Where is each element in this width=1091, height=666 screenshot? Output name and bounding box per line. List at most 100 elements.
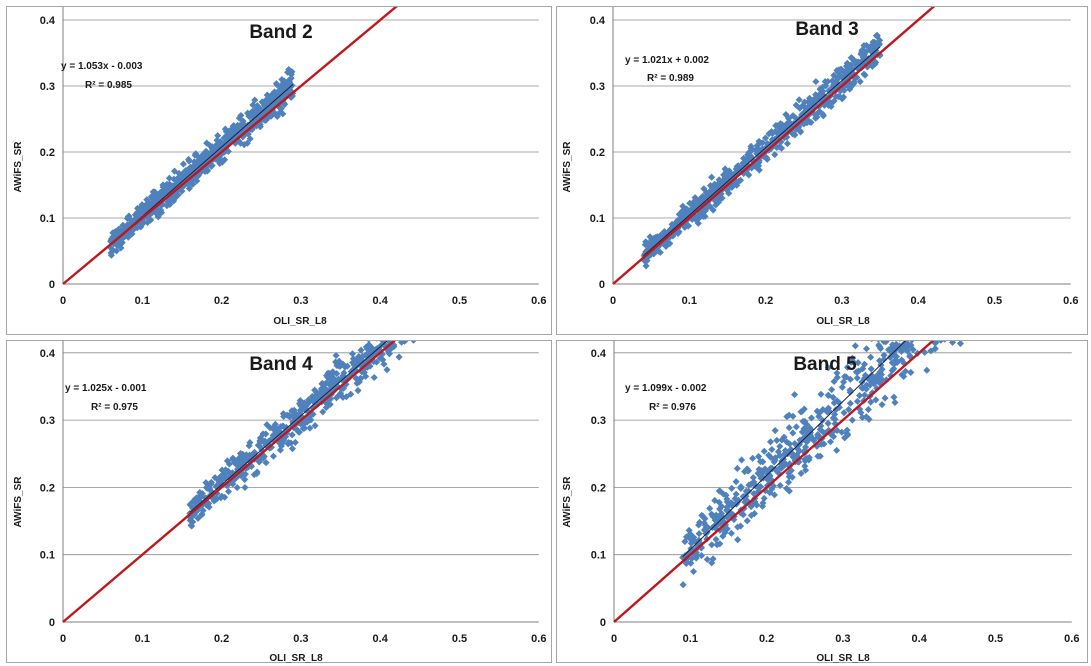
x-tick-label: 0.2 bbox=[214, 295, 229, 307]
data-point bbox=[322, 403, 330, 412]
scatter-chart: 00.10.20.30.40.50.600.10.20.30.40.50.6Ba… bbox=[562, 7, 1078, 327]
data-point bbox=[768, 445, 776, 454]
data-point bbox=[187, 500, 195, 508]
one-to-one-line bbox=[62, 341, 396, 623]
regression-equation: y = 1.021x + 0.002 bbox=[625, 55, 709, 66]
y-axis-label: AWiFS_SR bbox=[562, 141, 573, 193]
data-point bbox=[869, 42, 877, 50]
data-point bbox=[204, 500, 212, 509]
data-point bbox=[151, 190, 159, 198]
data-point bbox=[147, 200, 155, 208]
regression-equation: y = 1.099x - 0.002 bbox=[625, 383, 707, 394]
data-point bbox=[711, 180, 719, 188]
data-point bbox=[686, 206, 694, 215]
data-point bbox=[274, 95, 283, 103]
data-point bbox=[800, 433, 808, 441]
x-axis-label: OLI_SR_L8 bbox=[816, 316, 870, 327]
data-point bbox=[171, 167, 179, 175]
panel-band-2: 00.10.20.30.40.50.600.10.20.30.40.50.6Ba… bbox=[6, 6, 552, 335]
data-point bbox=[766, 438, 775, 446]
one-to-one-line bbox=[62, 7, 398, 285]
data-point bbox=[753, 501, 761, 509]
data-point bbox=[286, 67, 294, 75]
data-point bbox=[812, 78, 820, 86]
data-point bbox=[890, 393, 898, 401]
x-tick-label: 0.3 bbox=[835, 633, 850, 645]
data-point bbox=[732, 478, 740, 486]
x-tick-label: 0 bbox=[610, 295, 616, 307]
x-tick-label: 0.4 bbox=[373, 295, 389, 307]
data-point bbox=[227, 470, 235, 478]
data-point bbox=[642, 262, 650, 270]
data-point bbox=[355, 353, 363, 361]
data-point bbox=[221, 125, 229, 133]
y-tick-label: 0.2 bbox=[591, 482, 606, 494]
data-point bbox=[263, 91, 271, 99]
data-point bbox=[202, 147, 210, 155]
y-tick-label: 0.2 bbox=[40, 482, 55, 494]
r-squared-label: R² = 0.976 bbox=[649, 402, 696, 413]
data-point bbox=[244, 121, 252, 129]
data-point bbox=[731, 495, 739, 503]
data-point bbox=[674, 229, 682, 237]
data-point bbox=[864, 405, 872, 414]
data-point bbox=[276, 446, 284, 454]
data-point bbox=[339, 360, 347, 368]
y-tick-label: 0.2 bbox=[40, 147, 55, 159]
data-point bbox=[288, 407, 296, 415]
y-tick-label: 0.3 bbox=[591, 415, 606, 427]
data-point bbox=[752, 146, 760, 154]
data-point bbox=[178, 187, 186, 195]
data-point bbox=[763, 155, 771, 163]
regression-equation: y = 1.025x - 0.001 bbox=[65, 383, 147, 394]
x-tick-label: 0.5 bbox=[452, 633, 467, 645]
data-point bbox=[282, 82, 290, 90]
data-point bbox=[261, 103, 269, 111]
data-point bbox=[770, 455, 778, 463]
data-point bbox=[379, 356, 387, 364]
data-point bbox=[868, 371, 876, 379]
data-point bbox=[785, 114, 793, 122]
x-tick-label: 0.4 bbox=[911, 295, 927, 307]
y-tick-label: 0.3 bbox=[40, 415, 55, 427]
data-point bbox=[815, 107, 824, 115]
data-point bbox=[310, 396, 318, 404]
data-point bbox=[262, 430, 270, 438]
data-point bbox=[749, 454, 757, 462]
panel-band-4: 00.10.20.30.40.50.600.10.20.30.40.50.6Ba… bbox=[6, 340, 552, 664]
scatter-chart: 00.10.20.30.40.50.600.10.20.30.40.50.6Ba… bbox=[562, 341, 1079, 664]
x-tick-label: 0.3 bbox=[834, 295, 849, 307]
data-point bbox=[158, 209, 166, 217]
data-point bbox=[138, 220, 146, 228]
regression-line bbox=[189, 341, 388, 513]
data-point bbox=[395, 353, 403, 361]
data-point bbox=[110, 229, 118, 237]
chart-title: Band 5 bbox=[793, 354, 857, 375]
data-point bbox=[318, 380, 326, 388]
y-tick-label: 0.1 bbox=[40, 550, 55, 562]
data-point bbox=[357, 346, 365, 354]
data-point bbox=[186, 168, 194, 176]
data-point bbox=[337, 389, 345, 397]
data-point bbox=[192, 158, 200, 166]
data-point bbox=[835, 399, 843, 407]
data-point bbox=[333, 362, 341, 370]
data-point bbox=[234, 121, 242, 130]
data-point bbox=[401, 341, 409, 345]
x-axis-label: OLI_SR_L8 bbox=[269, 653, 323, 664]
data-point bbox=[652, 236, 660, 244]
data-point bbox=[706, 504, 714, 512]
data-point bbox=[785, 478, 793, 486]
data-point bbox=[695, 530, 703, 538]
data-point bbox=[733, 464, 741, 472]
data-point bbox=[286, 413, 294, 421]
data-point bbox=[284, 440, 292, 448]
data-point bbox=[143, 196, 151, 204]
data-point bbox=[877, 375, 885, 383]
data-point bbox=[241, 470, 249, 478]
y-tick-label: 0 bbox=[600, 617, 606, 629]
r-squared-label: R² = 0.989 bbox=[647, 73, 694, 84]
data-point bbox=[846, 399, 854, 407]
data-point bbox=[223, 457, 231, 465]
